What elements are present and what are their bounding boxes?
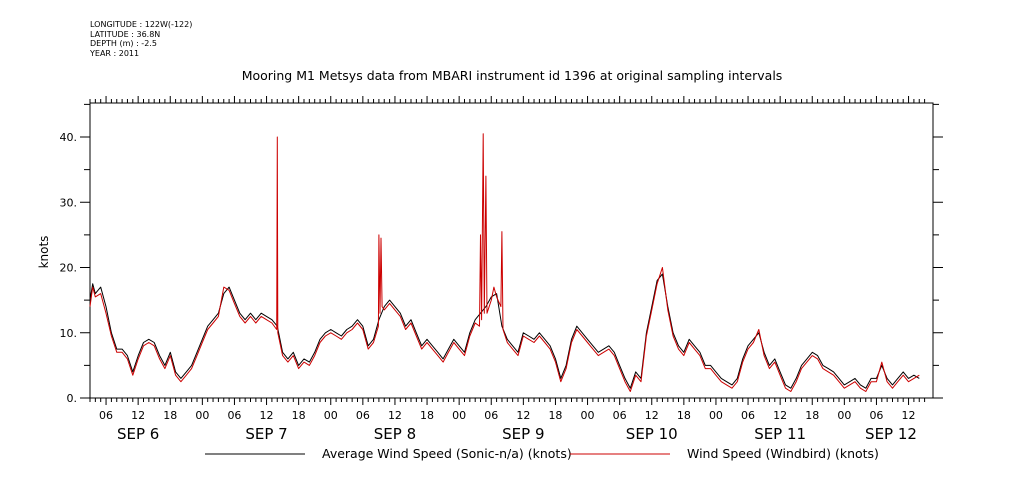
y-tick-label: 40. [60,131,78,144]
x-tick-label: 18 [805,409,819,422]
x-tick-label: 00 [324,409,338,422]
x-tick-label: 00 [581,409,595,422]
day-label: SEP 11 [754,425,806,443]
legend-label-average: Average Wind Speed (Sonic-n/a) (knots) [322,446,572,461]
x-tick-label: 18 [677,409,691,422]
day-label: SEP 7 [245,425,287,443]
year-label: YEAR : 2011 [90,48,140,58]
x-tick-label: 06 [613,409,627,422]
y-tick-label: 10. [60,327,78,340]
x-tick-label: 00 [452,409,466,422]
y-tick-label: 20. [60,262,78,275]
x-tick-labels: 06 12 18 00 06 12 18 00 06 12 18 00 06 12 18 00 06 12 18 00… [99,409,916,422]
x-tick-label: 00 [195,409,209,422]
day-label: SEP 10 [626,425,678,443]
series-line-average [89,273,920,389]
x-tick-label: 06 [227,409,241,422]
series-lines [89,133,920,392]
legend: Average Wind Speed (Sonic-n/a) (knots) W… [205,446,879,461]
x-tick-label: 12 [516,409,530,422]
day-labels: SEP 6 SEP 7 SEP 8 SEP 9 SEP 10 SEP 11 SEP 12 [117,425,917,443]
plot-frame [89,102,934,399]
x-tick-label: 18 [163,409,177,422]
y-tick-label: 30. [60,196,78,209]
day-label: SEP 12 [865,425,917,443]
x-tick-label: 06 [869,409,883,422]
x-tick-label: 18 [420,409,434,422]
axis-ticks [80,96,943,405]
x-tick-label: 12 [131,409,145,422]
y-tick-labels: 0. 10. 20. 30. 40. [60,131,78,405]
x-tick-label: 12 [260,409,274,422]
x-tick-label: 18 [292,409,306,422]
x-tick-label: 00 [709,409,723,422]
x-tick-label: 06 [484,409,498,422]
x-tick-label: 12 [645,409,659,422]
depth-label: DEPTH (m) : -2.5 [90,39,157,48]
x-tick-label: 12 [773,409,787,422]
longitude-label: LONGITUDE : 122W(-122) [90,20,193,29]
y-tick-label: 0. [67,392,78,405]
x-tick-label: 18 [548,409,562,422]
day-label: SEP 8 [374,425,416,443]
x-tick-label: 06 [99,409,113,422]
metadata-block: LONGITUDE : 122W(-122) LATITUDE : 36.8N … [90,20,192,58]
y-axis-label: knots [37,236,51,269]
latitude-label: LATITUDE : 36.8N [90,29,161,39]
x-tick-label: 06 [741,409,755,422]
x-tick-label: 00 [837,409,851,422]
x-tick-label: 06 [356,409,370,422]
series-line-windbird [89,133,920,392]
chart-title: Mooring M1 Metsys data from MBARI instru… [242,68,783,83]
x-tick-label: 12 [388,409,402,422]
day-label: SEP 6 [117,425,159,443]
legend-label-windbird: Wind Speed (Windbird) (knots) [687,446,879,461]
day-label: SEP 9 [502,425,544,443]
x-tick-label: 12 [902,409,916,422]
